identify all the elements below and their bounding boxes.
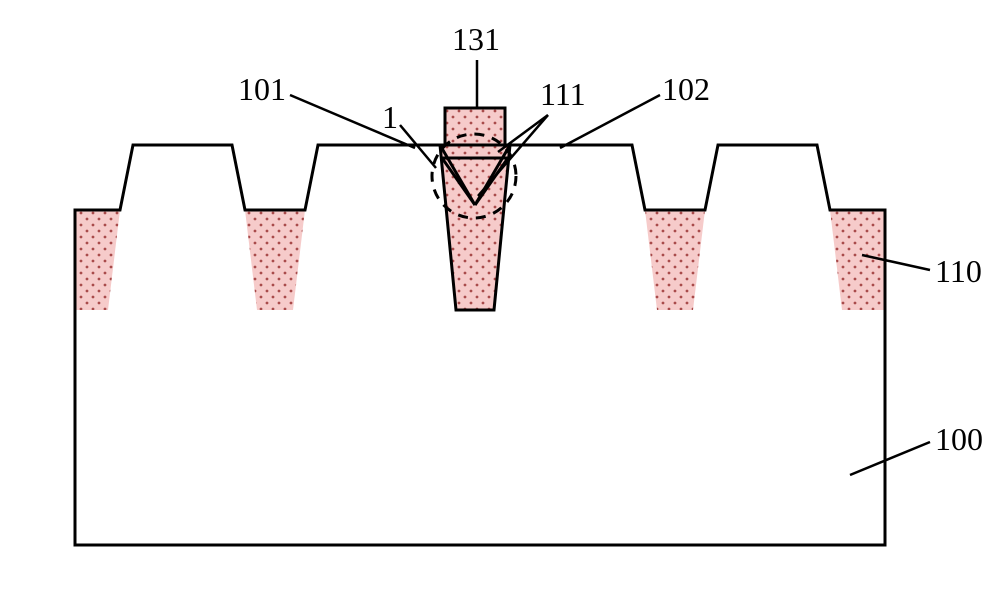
trench-1 <box>245 210 305 310</box>
label-1: 1 <box>382 99 398 135</box>
cross-section-diagram: 131 101 1 111 102 110 100 <box>0 0 1000 595</box>
trench-left-edge <box>75 210 120 310</box>
label-111: 111 <box>540 76 586 112</box>
label-100: 100 <box>935 421 983 457</box>
label-110: 110 <box>935 253 982 289</box>
trench-right-edge <box>830 210 885 310</box>
label-102: 102 <box>662 71 710 107</box>
label-131: 131 <box>452 21 500 57</box>
label-101: 101 <box>238 71 286 107</box>
trench-3 <box>645 210 705 310</box>
